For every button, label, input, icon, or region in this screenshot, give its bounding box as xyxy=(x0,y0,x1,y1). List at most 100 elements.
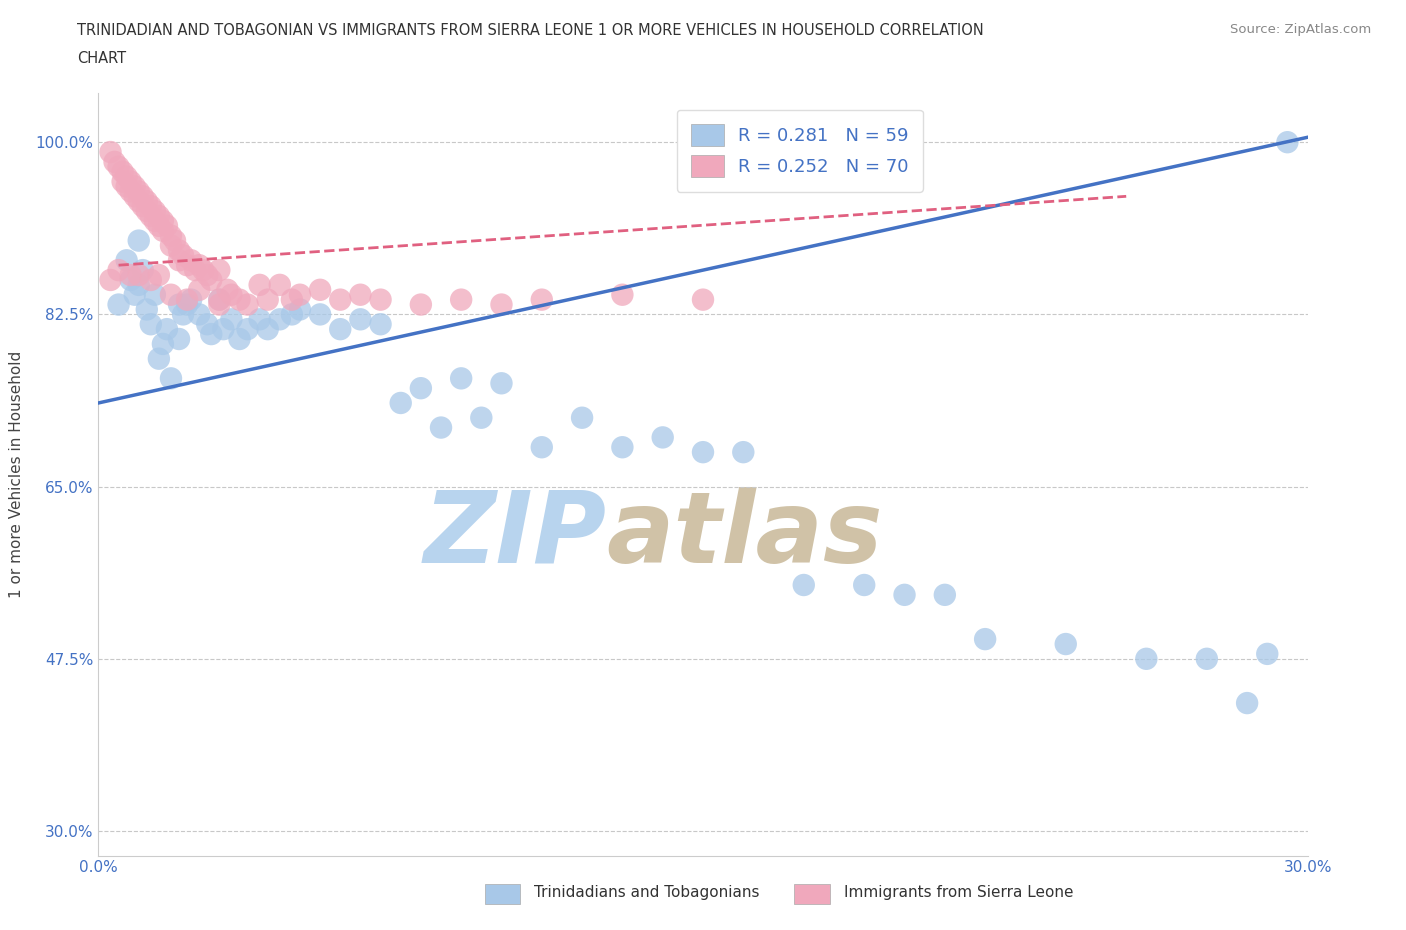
Point xyxy=(236,297,259,312)
Point xyxy=(530,440,553,455)
Point xyxy=(195,317,218,332)
Point xyxy=(115,253,138,268)
Point xyxy=(349,287,371,302)
Point xyxy=(135,193,157,208)
Point xyxy=(217,283,239,298)
Point xyxy=(176,292,198,307)
Point xyxy=(228,332,250,347)
Point xyxy=(236,322,259,337)
Point xyxy=(1135,651,1157,666)
Point xyxy=(208,297,231,312)
Point xyxy=(188,307,211,322)
Point xyxy=(120,174,142,189)
Point xyxy=(349,312,371,326)
Point xyxy=(893,588,915,603)
Point xyxy=(148,352,170,366)
Point xyxy=(309,307,332,322)
Point xyxy=(612,287,634,302)
Point xyxy=(124,179,146,194)
Point xyxy=(530,292,553,307)
Point xyxy=(212,322,235,337)
Point xyxy=(793,578,815,592)
Point xyxy=(309,283,332,298)
Point xyxy=(281,292,304,307)
Point xyxy=(934,588,956,603)
Text: ZIP: ZIP xyxy=(423,486,606,584)
Point xyxy=(409,297,432,312)
Point xyxy=(281,307,304,322)
Point xyxy=(430,420,453,435)
Text: Trinidadians and Tobagonians: Trinidadians and Tobagonians xyxy=(534,885,759,900)
Point xyxy=(470,410,492,425)
Point xyxy=(120,268,142,283)
Point xyxy=(329,292,352,307)
Point xyxy=(188,258,211,272)
Point xyxy=(128,268,150,283)
Point xyxy=(692,445,714,459)
Point xyxy=(139,199,162,214)
Point xyxy=(152,214,174,229)
Point xyxy=(269,312,291,326)
Point xyxy=(107,262,129,277)
Text: Source: ZipAtlas.com: Source: ZipAtlas.com xyxy=(1230,23,1371,36)
Point xyxy=(208,292,231,307)
Point xyxy=(128,233,150,248)
Text: CHART: CHART xyxy=(77,51,127,66)
Point xyxy=(450,292,472,307)
Point xyxy=(651,430,673,445)
Point xyxy=(103,154,125,169)
Point xyxy=(148,219,170,233)
Point xyxy=(143,287,166,302)
Point xyxy=(256,292,278,307)
Point xyxy=(288,287,311,302)
Point xyxy=(139,272,162,287)
Point xyxy=(193,262,215,277)
Legend: R = 0.281   N = 59, R = 0.252   N = 70: R = 0.281 N = 59, R = 0.252 N = 70 xyxy=(676,110,922,192)
Point xyxy=(124,287,146,302)
Text: Immigrants from Sierra Leone: Immigrants from Sierra Leone xyxy=(844,885,1073,900)
Point xyxy=(389,395,412,410)
Point xyxy=(450,371,472,386)
Point xyxy=(172,307,194,322)
Point xyxy=(249,277,271,292)
Point xyxy=(167,253,190,268)
Point xyxy=(107,297,129,312)
Point xyxy=(167,332,190,347)
Point xyxy=(128,184,150,199)
Point xyxy=(974,631,997,646)
Point xyxy=(1256,646,1278,661)
Point xyxy=(107,159,129,174)
Point xyxy=(692,292,714,307)
Point xyxy=(370,292,392,307)
Point xyxy=(132,189,155,204)
Point xyxy=(188,283,211,298)
Point xyxy=(111,174,134,189)
Point xyxy=(612,440,634,455)
Point xyxy=(152,223,174,238)
Point xyxy=(228,292,250,307)
Point xyxy=(184,262,207,277)
Point xyxy=(160,287,183,302)
Point xyxy=(100,144,122,159)
Point xyxy=(172,248,194,263)
Point xyxy=(571,410,593,425)
Point xyxy=(115,179,138,194)
Point xyxy=(148,268,170,283)
Point xyxy=(370,317,392,332)
Text: atlas: atlas xyxy=(606,486,883,584)
Point xyxy=(176,258,198,272)
Point xyxy=(160,238,183,253)
Point xyxy=(176,297,198,312)
Point xyxy=(120,184,142,199)
Point xyxy=(128,277,150,292)
Point xyxy=(115,169,138,184)
Point xyxy=(329,322,352,337)
Point xyxy=(221,287,243,302)
Point xyxy=(208,292,231,307)
Point xyxy=(100,272,122,287)
Point xyxy=(139,317,162,332)
Point xyxy=(249,312,271,326)
Point xyxy=(156,219,179,233)
Point xyxy=(148,208,170,223)
Point xyxy=(111,165,134,179)
